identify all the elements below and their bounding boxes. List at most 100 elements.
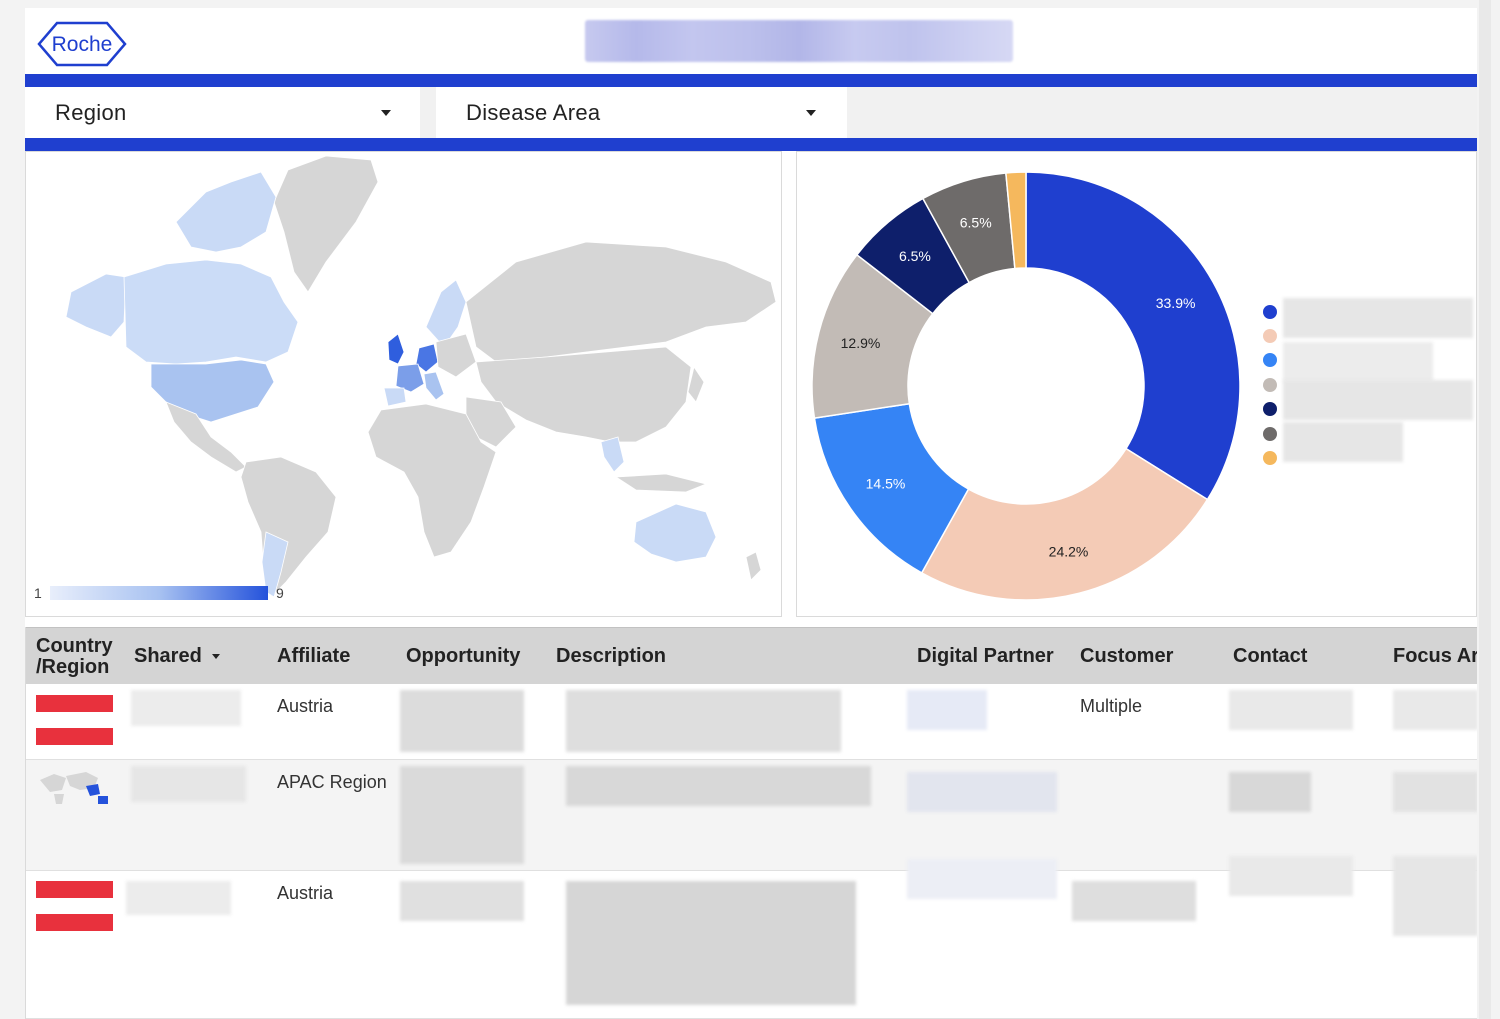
focus-area-redacted	[1393, 690, 1477, 730]
map-region-uk	[387, 333, 405, 365]
apac-region-map-icon	[40, 772, 108, 804]
map-region-mexico	[165, 401, 247, 473]
austria-flag-icon	[36, 881, 113, 931]
column-header-shared[interactable]: Shared	[134, 628, 220, 685]
filter-divider	[25, 138, 1477, 151]
roche-logo-text: Roche	[52, 33, 113, 56]
customer-redacted	[1072, 881, 1196, 921]
map-region-canada	[123, 259, 299, 365]
report-title-redacted	[585, 20, 1013, 62]
donut-slice-label: 6.5%	[899, 248, 931, 264]
table-row[interactable]: Austria	[26, 856, 1477, 1019]
contact-redacted	[1229, 690, 1353, 730]
opportunity-redacted	[400, 690, 524, 752]
table-header: Country /Region Shared Affiliate Opportu…	[26, 627, 1477, 684]
map-region-indonesia	[614, 473, 708, 493]
table-row[interactable]: APAC Region	[26, 760, 1477, 871]
table-row[interactable]: Austria Multiple	[26, 684, 1477, 760]
chevron-down-icon	[381, 110, 391, 116]
page-scroll-area	[1477, 0, 1500, 1019]
donut-slice[interactable]	[1005, 171, 1027, 270]
region-filter-label: Region	[55, 100, 127, 125]
map-region-africa	[367, 403, 497, 558]
column-header-customer[interactable]: Customer	[1080, 645, 1174, 667]
donut-slice-label: 24.2%	[1049, 544, 1089, 560]
map-region-iberia	[383, 387, 407, 407]
description-redacted	[566, 690, 841, 752]
legend-label-redacted	[1283, 298, 1473, 338]
world-map[interactable]	[26, 152, 783, 618]
map-legend-gradient	[50, 586, 268, 600]
column-header-description[interactable]: Description	[556, 645, 667, 667]
map-region-italy	[423, 371, 445, 401]
donut-chart[interactable]: 33.9% 24.2% 14.5% 12.9% 6.5% 6.5%	[797, 152, 1477, 618]
region-filter-dropdown[interactable]: Region	[25, 87, 420, 138]
contact-redacted	[1229, 772, 1311, 812]
legend-dot	[1263, 402, 1277, 416]
chevron-down-icon	[806, 110, 816, 116]
sort-desc-icon	[211, 654, 220, 659]
opportunity-redacted	[400, 766, 524, 864]
donut-chart-panel: 33.9% 24.2% 14.5% 12.9% 6.5% 6.5%	[796, 151, 1477, 617]
map-region-usa	[150, 359, 275, 423]
world-map-panel[interactable]: 1 9	[25, 151, 782, 617]
legend-dot	[1263, 427, 1277, 441]
map-region-germany	[415, 343, 439, 373]
map-legend-max: 9	[276, 585, 284, 601]
legend-dot	[1263, 451, 1277, 465]
legend-label-redacted	[1283, 422, 1403, 462]
digital-partner-redacted	[907, 859, 1057, 899]
austria-flag-icon	[36, 695, 113, 745]
column-header-focus-area[interactable]: Focus Area	[1393, 645, 1477, 667]
legend-dot	[1263, 329, 1277, 343]
disease-area-filter-label: Disease Area	[466, 100, 601, 125]
report-header: Roche	[25, 8, 1477, 74]
disease-area-filter-dropdown[interactable]: Disease Area	[436, 87, 847, 138]
description-redacted	[566, 881, 856, 1005]
map-region-new-zealand	[745, 551, 762, 581]
donut-slice[interactable]	[1025, 171, 1241, 501]
map-region-france	[395, 363, 425, 393]
column-header-contact[interactable]: Contact	[1233, 645, 1308, 667]
affiliate-cell: APAC Region	[277, 772, 387, 792]
dashboard-page: Roche Region Disease Area	[25, 8, 1477, 1019]
donut-slice-label: 33.9%	[1156, 295, 1196, 311]
map-legend-min: 1	[34, 585, 42, 601]
filter-bar: Region Disease Area	[25, 87, 1477, 138]
column-header-shared-label: Shared	[134, 645, 202, 667]
map-region-japan	[687, 366, 705, 403]
legend-label-redacted	[1283, 342, 1433, 382]
column-header-affiliate[interactable]: Affiliate	[277, 645, 351, 667]
legend-dot	[1263, 305, 1277, 319]
customer-cell: Multiple	[1080, 696, 1143, 716]
map-region-australia	[633, 503, 717, 563]
map-region-greenland	[273, 155, 379, 293]
digital-partner-redacted	[907, 772, 1057, 812]
map-region-argentina	[261, 531, 289, 598]
donut-slice-label: 6.5%	[960, 215, 992, 231]
legend-label-redacted	[1283, 380, 1473, 420]
opportunities-table: Country /Region Shared Affiliate Opportu…	[25, 627, 1477, 1019]
shared-redacted	[131, 766, 246, 802]
map-region-alaska	[65, 273, 127, 338]
shared-redacted	[126, 881, 231, 915]
donut-slice-label: 12.9%	[841, 335, 881, 351]
map-region-russia	[465, 241, 777, 363]
contact-redacted	[1229, 856, 1353, 896]
affiliate-cell: Austria	[277, 696, 334, 716]
focus-area-redacted	[1393, 856, 1477, 936]
map-region-eastern-europe	[435, 333, 477, 378]
column-header-opportunity[interactable]: Opportunity	[406, 645, 521, 667]
vertical-scrollbar[interactable]	[1479, 0, 1491, 1019]
affiliate-cell: Austria	[277, 883, 334, 903]
column-header-digital-partner[interactable]: Digital Partner	[917, 645, 1054, 667]
donut-slice[interactable]	[920, 447, 1209, 601]
map-region-southeast-asia	[600, 436, 625, 473]
map-region-asia	[475, 346, 692, 443]
column-header-country-region[interactable]: Country /Region	[36, 634, 113, 678]
map-region-arctic-islands	[175, 171, 277, 253]
legend-dot	[1263, 378, 1277, 392]
focus-area-redacted	[1393, 772, 1477, 812]
legend-dot	[1263, 353, 1277, 367]
description-redacted	[566, 766, 871, 806]
